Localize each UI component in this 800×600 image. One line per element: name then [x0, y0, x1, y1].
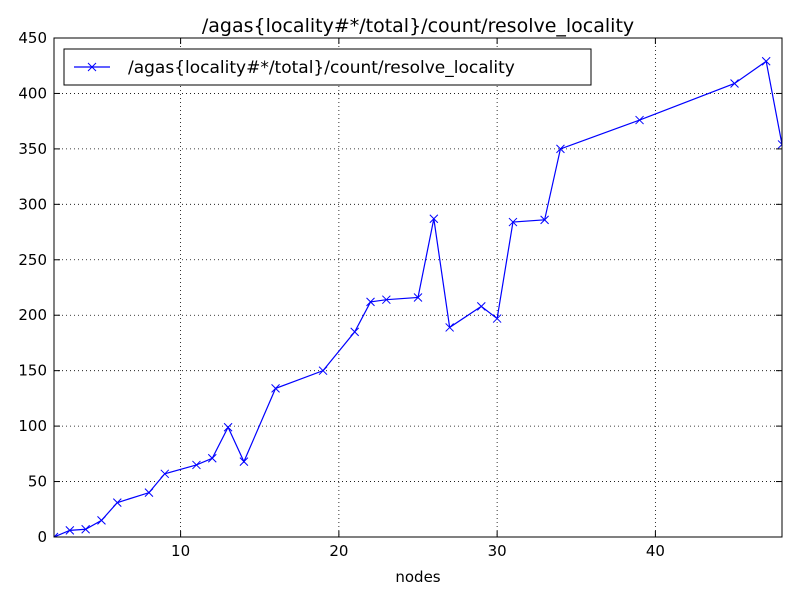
data-point — [223, 422, 233, 432]
data-point — [65, 525, 75, 535]
data-point-stroke-b — [730, 79, 739, 88]
plot-frame — [53, 37, 783, 538]
data-point — [81, 524, 91, 534]
legend-marker-x-stroke-b — [87, 62, 97, 72]
legend-marker — [87, 62, 97, 72]
y-tick-label: 150 — [18, 362, 47, 380]
data-point — [97, 516, 106, 525]
data-point — [144, 488, 154, 497]
data-point — [112, 498, 122, 507]
data-point — [318, 366, 328, 376]
chart-title: /agas{locality#*/total}/count/resolve_lo… — [202, 15, 634, 37]
series — [54, 56, 782, 537]
data-point-stroke-b — [556, 144, 565, 154]
data-point — [492, 314, 502, 323]
data-point — [192, 460, 201, 470]
x-tick-label: 30 — [488, 542, 507, 560]
series-layer — [54, 56, 782, 537]
data-point — [635, 115, 644, 125]
series-line — [54, 60, 782, 537]
data-point-stroke-a — [777, 140, 782, 146]
data-point-stroke-b — [97, 516, 106, 525]
data-point-stroke-b — [81, 524, 91, 534]
data-point-stroke-b — [635, 115, 644, 125]
x-axis-label: nodes — [395, 568, 440, 586]
data-point-stroke-b — [413, 293, 423, 302]
data-point-stroke-b — [54, 532, 59, 537]
data-point — [429, 214, 439, 224]
data-point-stroke-b — [777, 143, 782, 149]
data-point — [350, 327, 360, 337]
data-point-stroke-b — [239, 457, 249, 466]
grid — [54, 38, 782, 537]
x-tick-label: 40 — [646, 542, 665, 560]
data-point — [730, 79, 739, 88]
data-point — [366, 297, 375, 307]
data-point — [445, 323, 455, 332]
y-tick-label: 50 — [28, 473, 47, 491]
data-point-stroke-b — [112, 498, 122, 507]
data-point — [381, 295, 391, 305]
data-point-stroke-b — [445, 323, 455, 332]
y-tick-label: 0 — [37, 528, 47, 546]
data-point-stroke-b — [540, 215, 549, 225]
legend-label: /agas{locality#*/total}/count/resolve_lo… — [128, 58, 515, 78]
data-point — [556, 144, 565, 154]
data-point-stroke-b — [207, 453, 217, 463]
data-point-stroke-b — [508, 217, 518, 227]
x-tick-label: 10 — [171, 542, 190, 560]
y-tick-label: 400 — [18, 84, 47, 102]
data-point — [761, 56, 771, 66]
data-point — [413, 293, 423, 302]
data-point-stroke-b — [271, 384, 280, 393]
data-point-stroke-b — [223, 422, 233, 432]
y-tick-label: 250 — [18, 251, 47, 269]
data-point-stroke-b — [476, 301, 486, 311]
data-point — [540, 215, 549, 225]
data-point — [54, 532, 59, 537]
data-point — [239, 457, 249, 466]
data-point — [508, 217, 518, 227]
data-point-stroke-b — [65, 525, 75, 535]
data-point-stroke-b — [429, 214, 439, 224]
data-point-stroke-b — [366, 297, 375, 307]
data-point-stroke-b — [492, 314, 502, 323]
y-tick-label: 450 — [18, 29, 47, 47]
data-point — [160, 469, 170, 479]
data-point — [777, 140, 782, 149]
y-tick-label: 350 — [18, 140, 47, 158]
data-point — [207, 453, 217, 463]
legend: /agas{locality#*/total}/count/resolve_lo… — [63, 48, 592, 86]
data-point-stroke-b — [192, 460, 201, 470]
data-point — [476, 301, 486, 311]
legend-box — [63, 48, 592, 86]
x-tick-label: 20 — [329, 542, 348, 560]
data-point — [271, 384, 280, 393]
data-point-stroke-b — [381, 295, 391, 305]
data-point-stroke-b — [350, 327, 360, 337]
y-tick-label: 100 — [18, 417, 47, 435]
data-point-stroke-b — [144, 488, 154, 497]
legend-marker-x — [87, 62, 97, 72]
data-point-stroke-b — [318, 366, 328, 376]
y-tick-label: 300 — [18, 195, 47, 213]
y-tick-label: 200 — [18, 306, 47, 324]
data-point-stroke-b — [160, 469, 170, 479]
data-point-stroke-b — [761, 56, 771, 66]
